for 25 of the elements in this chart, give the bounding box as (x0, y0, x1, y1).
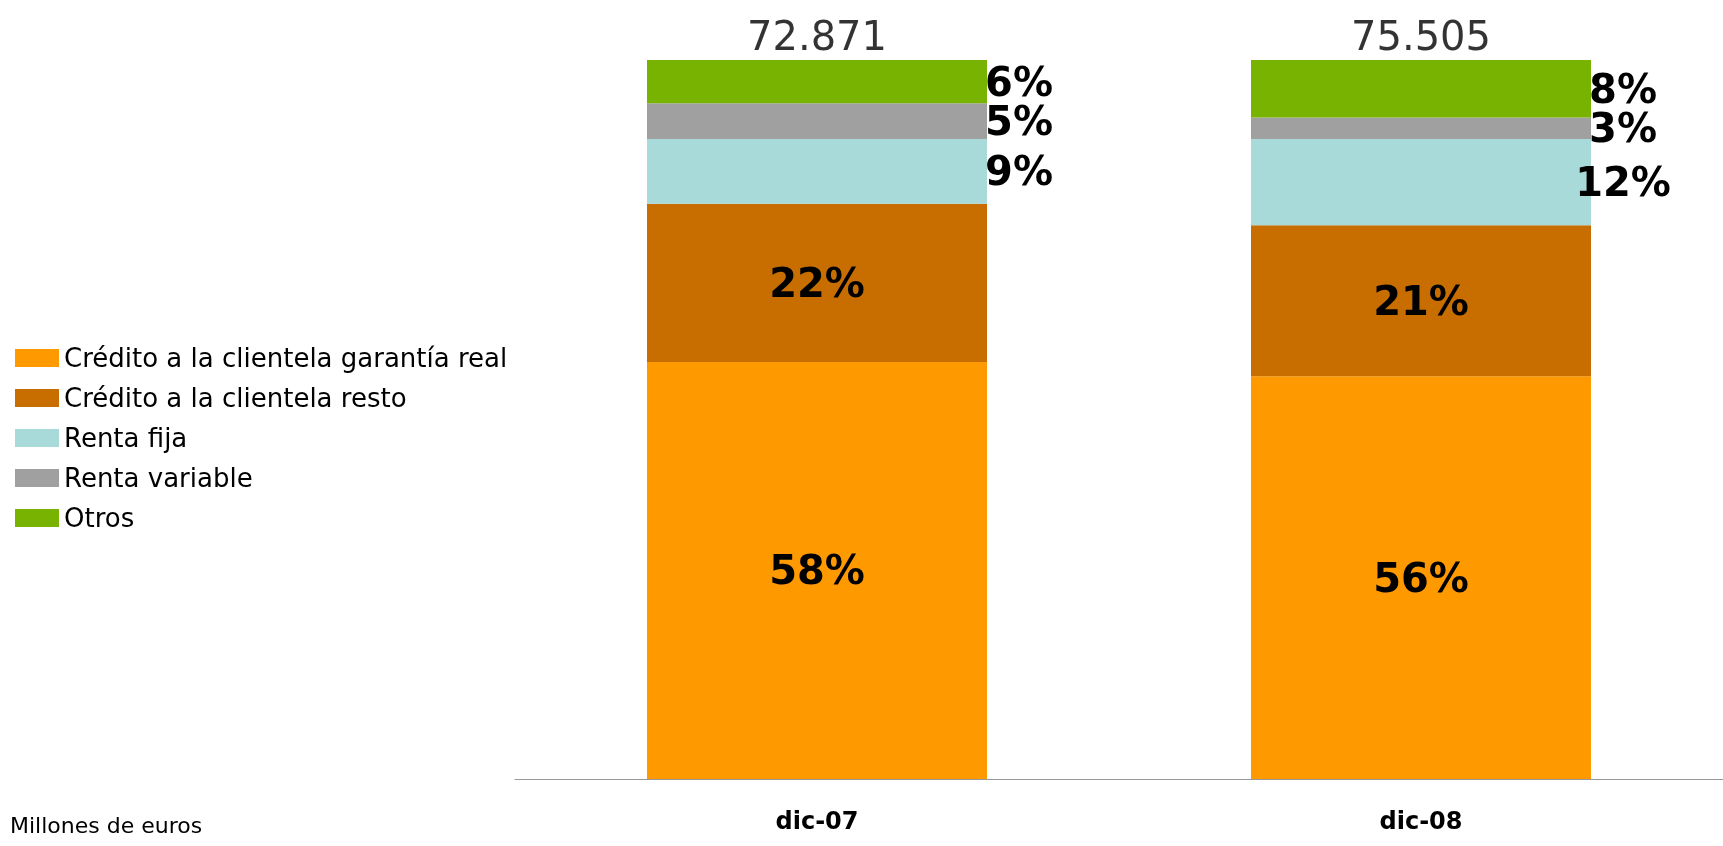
x-tick-label: dic-07 (775, 807, 859, 835)
data-label: 12% (1575, 159, 1671, 206)
data-label: 58% (769, 547, 865, 594)
legend-label: Otros (64, 503, 135, 533)
legend-label: Renta variable (64, 463, 253, 493)
bar (1251, 117, 1591, 140)
legend-label: Crédito a la clientela resto (64, 383, 407, 413)
data-label: 21% (1373, 277, 1469, 324)
data-label: 22% (769, 259, 865, 306)
bar (1251, 60, 1591, 118)
legend-label: Renta fija (64, 423, 188, 453)
data-label: 9% (985, 148, 1053, 195)
data-label: 56% (1373, 554, 1469, 601)
annotation: 75.505 (1351, 13, 1491, 59)
text: Millones de euros (10, 812, 203, 838)
bar (1251, 225, 1591, 377)
x-tick-label: dic-08 (1379, 807, 1463, 835)
bar (647, 203, 987, 362)
bar (647, 60, 987, 104)
bar (647, 103, 987, 140)
bar (647, 361, 987, 779)
bar (1251, 376, 1591, 779)
annotation: 72.871 (747, 13, 887, 59)
legend-label: Crédito a la clientela garantía real (64, 343, 508, 373)
bar (647, 139, 987, 204)
